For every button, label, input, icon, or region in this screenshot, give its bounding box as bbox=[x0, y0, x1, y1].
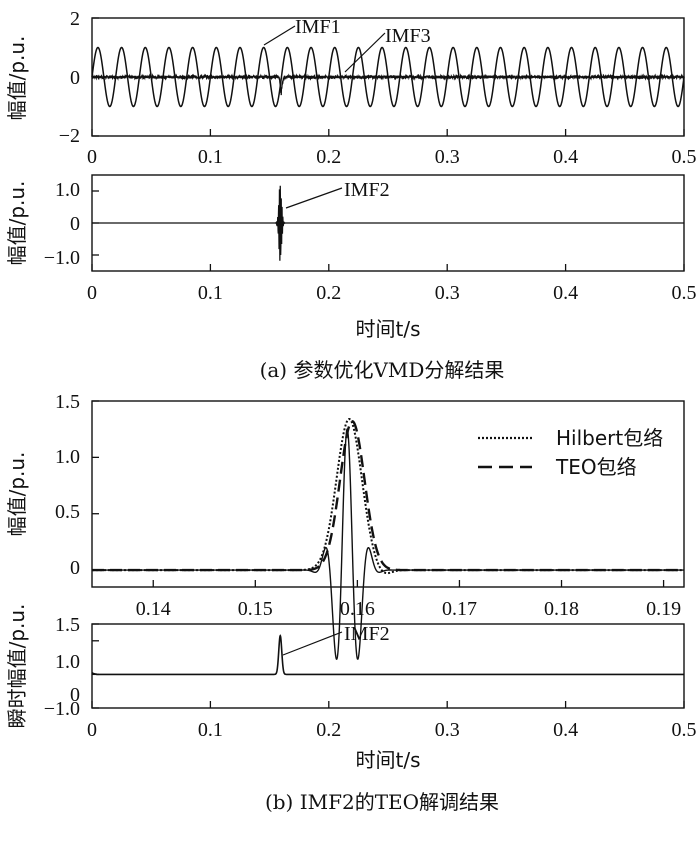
imf2-amplitude-line bbox=[91, 634, 684, 676]
panel-2-y-tick-label: 0 bbox=[70, 213, 80, 235]
teo-envelope-line bbox=[92, 420, 684, 572]
p3-x-tick-label: 0.14 bbox=[136, 598, 171, 620]
p2-x-tick-label: 0.5 bbox=[672, 282, 697, 304]
p2-x-tick-label: 0.2 bbox=[316, 282, 341, 304]
p4-x-tick-label: 0.3 bbox=[435, 719, 460, 741]
panel-3-y-tick-label: 0.5 bbox=[55, 501, 80, 523]
p4-x-tick-label: 0.4 bbox=[553, 719, 578, 741]
p3-x-tick-label: 0.16 bbox=[340, 598, 375, 620]
p3-x-tick-label: 0.18 bbox=[544, 598, 579, 620]
panel-2: IMF2 1.0 0 −1.0 0 0.1 0.2 0.3 0.4 0.5 幅值/p.u.… bbox=[5, 174, 697, 341]
panel-4-y-tick-label: 1.5 bbox=[55, 614, 80, 636]
p3-x-tick-label: 0.17 bbox=[442, 598, 477, 620]
imf2-annotation-leader bbox=[282, 631, 343, 656]
p1-x-tick-label: 0 bbox=[87, 146, 97, 168]
legend-label-teo: TEO包络 bbox=[555, 455, 637, 479]
p4-x-tick-label: 0.5 bbox=[672, 719, 697, 741]
p1-x-tick-label: 0.2 bbox=[316, 146, 341, 168]
panel-3-frame bbox=[91, 400, 685, 588]
panel-2-y-tick-label: 1.0 bbox=[55, 179, 80, 201]
imf3-annotation: IMF3 bbox=[385, 25, 431, 47]
p3-x-tick-label: 0.15 bbox=[238, 598, 273, 620]
panel-4: IMF2 1.5 1.0 0 −1.0 0 0.1 0.2 0.3 0.4 0.5 瞬时幅… bbox=[5, 604, 697, 772]
imf2-annotation: IMF2 bbox=[344, 179, 390, 201]
imf1-annotation-leader bbox=[263, 25, 296, 46]
p4-x-tick-label: 0.1 bbox=[198, 719, 223, 741]
caption-a: (a) 参数优化VMD分解结果 bbox=[260, 358, 505, 382]
p1-x-tick-label: 0.5 bbox=[672, 146, 697, 168]
imf3-series-line bbox=[91, 73, 685, 96]
p1-x-tick-label: 0.4 bbox=[553, 146, 578, 168]
legend-label-hilbert: Hilbert包络 bbox=[556, 426, 663, 450]
panel-3-y-tick-label: 0 bbox=[70, 557, 80, 579]
p1-x-tick-label: 0.1 bbox=[198, 146, 223, 168]
panel-4-frame bbox=[91, 623, 685, 709]
imf2-series-line bbox=[92, 185, 684, 261]
panel-2-y-tick-label: −1.0 bbox=[44, 247, 80, 269]
p4-x-tick-label: 0.2 bbox=[316, 719, 341, 741]
p3-x-tick-label: 0.19 bbox=[646, 598, 681, 620]
caption-b: (b) IMF2的TEO解调结果 bbox=[265, 790, 499, 814]
imf2-annotation: IMF2 bbox=[344, 623, 390, 645]
p2-x-tick-label: 0 bbox=[87, 282, 97, 304]
p2-x-tick-label: 0.3 bbox=[435, 282, 460, 304]
panel-1: IMF1 IMF3 2 0 −2 0 0.1 0.2 0.3 0.4 0.5 幅值/p.u… bbox=[5, 8, 697, 168]
panel-4-y-tick-label: −1.0 bbox=[44, 698, 80, 720]
panel-4-y-tick-label: 0 bbox=[70, 684, 80, 706]
panel-3: Hilbert包络 TEO包络 1.5 1.0 0.5 0 0.14 0.15 0.… bbox=[5, 391, 685, 660]
panel-3-y-axis-label: 幅值/p.u. bbox=[5, 452, 29, 537]
imf1-annotation: IMF1 bbox=[295, 16, 341, 38]
panel-4-y-axis-label: 瞬时幅值/p.u. bbox=[5, 604, 29, 729]
p1-x-tick-label: 0.3 bbox=[435, 146, 460, 168]
panel-1-y-tick-label: −2 bbox=[59, 125, 80, 147]
panel-3-y-tick-label: 1.0 bbox=[55, 446, 80, 468]
panel-2-y-axis-label: 幅值/p.u. bbox=[5, 181, 29, 266]
p2-x-tick-label: 0.4 bbox=[553, 282, 578, 304]
p4-x-tick-label: 0 bbox=[87, 719, 97, 741]
imf3-annotation-leader bbox=[344, 32, 386, 73]
panel-1-y-axis-label: 幅值/p.u. bbox=[5, 36, 29, 121]
panel-2-x-axis-label: 时间t/s bbox=[356, 317, 421, 341]
panel-3-y-tick-label: 1.5 bbox=[55, 391, 80, 413]
imf2-annotation-leader bbox=[285, 187, 343, 209]
panel-1-y-tick-label: 2 bbox=[70, 8, 80, 30]
panel-4-y-tick-label: 1.0 bbox=[55, 651, 80, 673]
panel-4-x-axis-label: 时间t/s bbox=[356, 748, 421, 772]
p2-x-tick-label: 0.1 bbox=[198, 282, 223, 304]
panel-1-y-tick-label: 0 bbox=[70, 67, 80, 89]
legend: Hilbert包络 TEO包络 bbox=[478, 426, 663, 479]
